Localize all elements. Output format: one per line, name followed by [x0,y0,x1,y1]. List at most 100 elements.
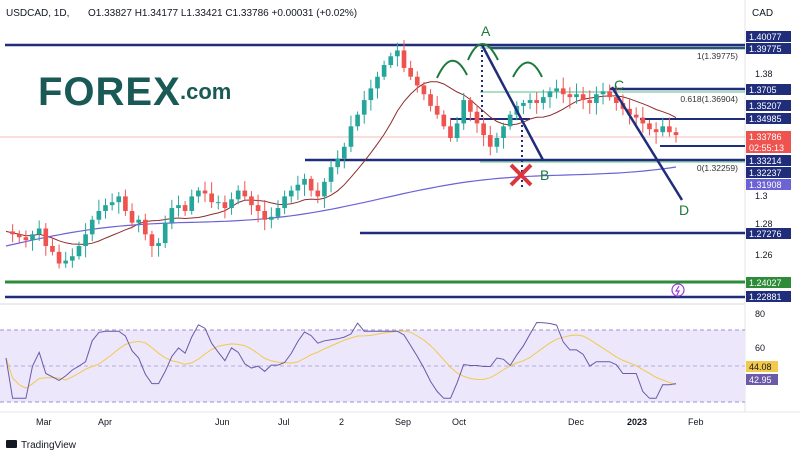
candle-body [633,114,639,118]
candles-group [10,40,679,269]
candle-body [255,205,261,211]
price-badge-1-24027-text: 1.24027 [749,278,782,288]
fib-0-label: 0(1.32259) [697,163,738,173]
ma-short-line [5,81,677,245]
price-badge-1-27276-text: 1.27276 [749,229,782,239]
candle-body [182,205,188,211]
candle-body [70,256,75,261]
candle-body [587,100,593,103]
candle-body [494,138,500,147]
price-badge-1-22881: 1.22881 [746,291,791,302]
candle-body [83,234,88,246]
price-badge-1-24027: 1.24027 [746,277,791,288]
candle-body [567,94,573,98]
forex-logo: FOREX .com [38,70,231,114]
x-tick-dec: Dec [568,417,585,427]
candle-body [275,208,281,217]
candle-body [395,50,400,57]
price-badge-1-31908-text: 1.31908 [749,180,782,190]
price-badge-1-35207-text: 1.35207 [749,101,782,111]
symbol-label: USDCAD, 1D, [6,8,69,19]
point-a-label: A [481,23,491,39]
price-badge-1-33214-text: 1.33214 [749,156,782,166]
candle-body [673,132,679,136]
candle-body [381,65,387,77]
price-badge-1-27276: 1.27276 [746,228,791,239]
candle-body [414,76,420,86]
candle-body [302,178,307,185]
current-price-text: 1.33786 [749,132,782,142]
y-tick-1-26: 1.26 [755,250,773,260]
tradingview-logo: TradingView [6,440,77,451]
fib-618-label: 0.618(1.36904) [680,94,738,104]
price-badge-1-40077: 1.40077 [746,31,791,42]
candle-body [295,184,301,191]
candle-body [56,251,62,264]
candle-body [322,181,327,197]
candle-body [408,67,413,77]
y-tick-1-38: 1.38 [755,69,773,79]
candle-body [341,146,347,159]
candle-body [401,50,407,68]
trendline-a-b [480,44,545,161]
candle-body [162,222,168,244]
candle-body [507,114,513,127]
candle-body [541,97,546,103]
candle-body [235,190,241,200]
candle-body [580,94,586,101]
candle-body [348,126,354,147]
candle-body [156,243,161,246]
candle-body [89,219,95,235]
x-tick-2: 2 [339,417,344,427]
shoulder-left-arc [436,59,468,79]
ohlc-readout: O1.33827 H1.34177 L1.33421 C1.33786 +0.0… [88,8,357,19]
fib-1-label: 1(1.39775) [697,51,738,61]
rsi-signal-value: 44.08 [749,362,772,372]
x-tick-oct: Oct [452,417,467,427]
alert-flash-icon[interactable] [671,283,685,297]
ma-long-line [5,166,677,247]
price-badge-1-35207: 1.35207 [746,100,791,111]
price-badge-1-34985: 1.34985 [746,113,791,124]
candle-body [202,190,208,194]
candle-body [30,234,35,241]
x-tick-sep: Sep [395,417,411,427]
candle-body [269,216,274,220]
rsi-signal-line [5,330,677,389]
candle-body [421,85,427,95]
logo-suffix: .com [180,79,231,104]
red-x-icon [509,163,533,187]
candle-body [667,126,672,133]
candle-body [434,105,440,115]
candle-body [103,205,108,211]
candle-body [454,123,460,138]
candle-body [308,178,314,191]
price-badge-1-39775: 1.39775 [746,43,791,54]
candle-body [109,202,115,206]
currency-label: CAD [752,8,773,19]
price-badge-1-39775-text: 1.39775 [749,44,782,54]
candle-body [388,56,394,66]
candle-body [600,91,606,95]
shoulder-right-arc [512,61,543,78]
rsi-value: 42.95 [749,375,772,385]
candle-body [262,210,268,220]
candle-body [169,208,175,223]
candle-body [468,100,473,112]
candle-body [487,135,493,147]
rsi-tick-60: 60 [755,343,765,353]
candle-body [461,100,467,124]
candle-body [428,94,433,106]
candle-body [481,123,486,136]
candle-body [229,199,234,209]
price-badge-1-37050-text: 1.3705 [749,85,777,95]
point-b-label: B [540,167,549,183]
candle-body [448,126,453,138]
candle-body [149,234,155,246]
candle-body [209,193,214,203]
candle-body [547,91,553,98]
candle-body [355,114,360,127]
price-badge-1-31908: 1.31908 [746,179,791,190]
